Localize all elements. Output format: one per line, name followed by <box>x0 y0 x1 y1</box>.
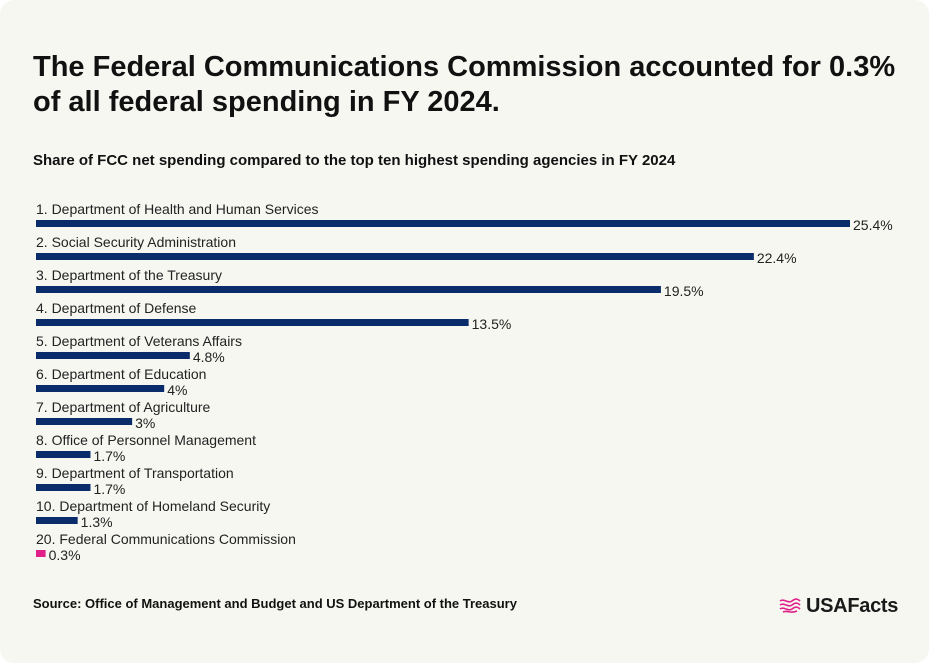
usafacts-flag-icon <box>779 598 801 613</box>
category-label: 20. Federal Communications Commission <box>36 531 296 547</box>
chart-title: The Federal Communications Commission ac… <box>33 51 896 118</box>
value-label: 25.4% <box>853 217 893 233</box>
bar <box>36 253 754 260</box>
logo-text: USAFacts <box>806 594 899 617</box>
category-label: 10. Department of Homeland Security <box>36 498 270 514</box>
value-label: 4.8% <box>193 349 225 365</box>
bar <box>36 451 91 458</box>
category-label: 6. Department of Education <box>36 366 206 382</box>
category-label: 4. Department of Defense <box>36 300 197 316</box>
value-label: 4% <box>167 382 187 398</box>
bar <box>36 385 165 392</box>
bar-highlight <box>36 550 46 557</box>
value-label: 22.4% <box>757 250 797 266</box>
value-label: 13.5% <box>472 316 512 332</box>
bar <box>36 319 469 326</box>
category-label: 7. Department of Agriculture <box>36 399 211 415</box>
category-label: 8. Office of Personnel Management <box>36 432 256 448</box>
source-note: Source: Office of Management and Budget … <box>33 596 517 611</box>
value-label: 3% <box>135 415 155 431</box>
bar <box>36 286 661 293</box>
category-label: 9. Department of Transportation <box>36 465 234 481</box>
value-label: 0.3% <box>49 547 81 563</box>
usafacts-logo: USAFacts <box>779 593 898 619</box>
value-label: 1.3% <box>81 514 113 530</box>
value-label: 19.5% <box>664 283 704 299</box>
chart-subtitle: Share of FCC net spending compared to th… <box>33 152 676 169</box>
bar <box>36 484 91 491</box>
bar <box>36 352 190 359</box>
bar <box>36 517 78 524</box>
category-label: 5. Department of Veterans Affairs <box>36 333 242 349</box>
category-label: 1. Department of Health and Human Servic… <box>36 201 318 217</box>
bar <box>36 418 133 425</box>
category-label: 3. Department of the Treasury <box>36 267 222 283</box>
category-label: 2. Social Security Administration <box>36 234 236 250</box>
value-label: 1.7% <box>93 481 125 497</box>
bar <box>36 220 850 227</box>
value-label: 1.7% <box>93 448 125 464</box>
